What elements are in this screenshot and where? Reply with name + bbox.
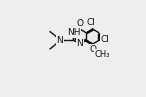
Text: Cl: Cl [86,18,95,27]
Text: NH: NH [67,28,80,37]
Text: N: N [77,39,83,48]
Text: O: O [90,45,97,54]
Text: O: O [76,19,83,28]
Text: N: N [56,36,63,45]
Text: CH₃: CH₃ [94,50,110,59]
Text: Cl: Cl [101,35,110,44]
